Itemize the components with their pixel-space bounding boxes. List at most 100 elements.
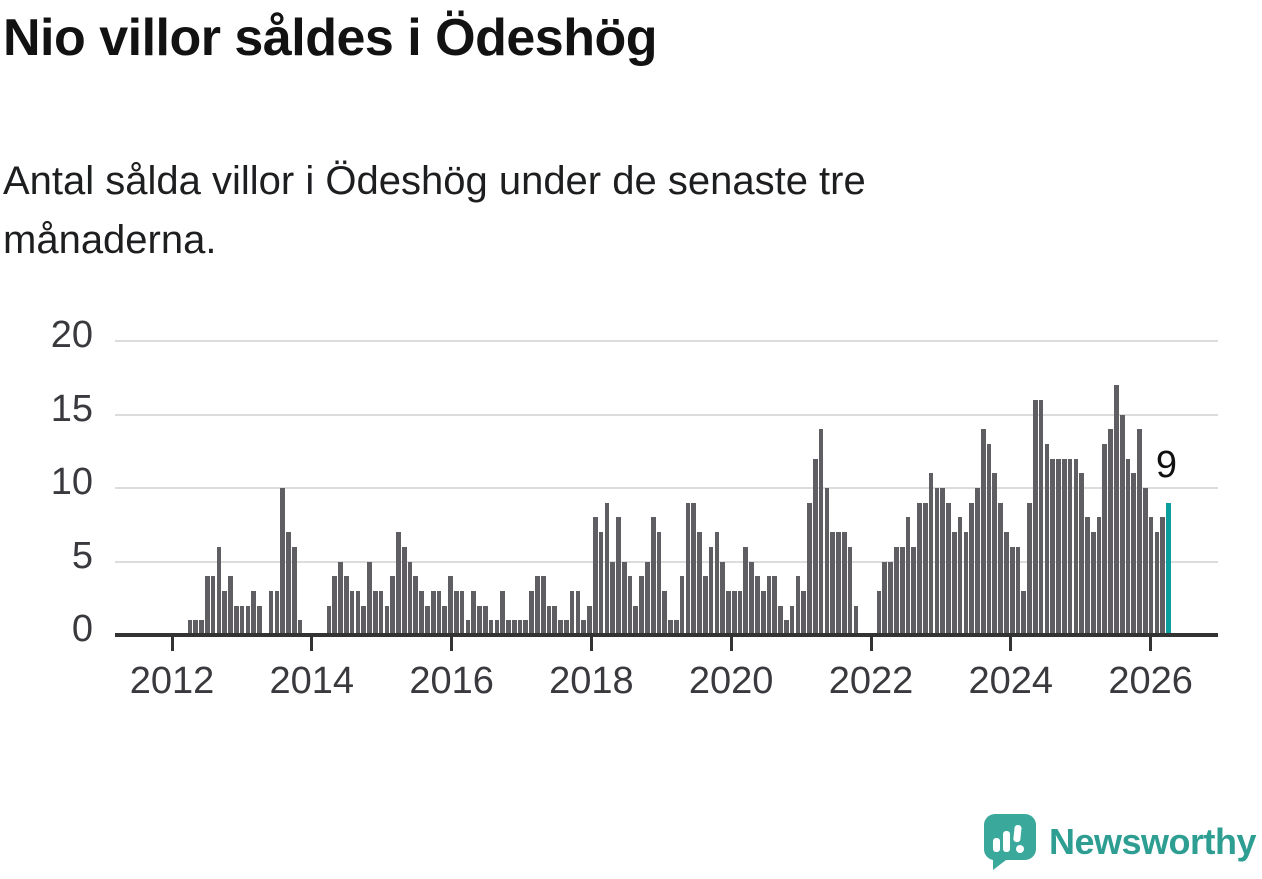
bar xyxy=(430,590,436,635)
bar xyxy=(1050,458,1056,635)
bar xyxy=(546,605,552,635)
bar xyxy=(523,620,529,635)
bar xyxy=(894,546,899,635)
bar xyxy=(720,561,726,635)
bar xyxy=(592,517,598,635)
bar xyxy=(384,605,390,635)
newsworthy-logo: Newsworthy xyxy=(983,813,1257,871)
bar xyxy=(239,605,245,635)
bar xyxy=(355,590,361,635)
bar xyxy=(407,561,413,635)
bar xyxy=(297,620,303,635)
bar xyxy=(604,502,610,635)
bar xyxy=(448,576,453,635)
bar xyxy=(471,590,477,635)
y-axis-tick-label: 10 xyxy=(50,461,93,503)
bar xyxy=(361,605,367,635)
y-axis-tick-label: 15 xyxy=(50,387,93,430)
highlight-bar xyxy=(1166,502,1171,635)
bar xyxy=(494,620,500,635)
bar xyxy=(291,546,297,635)
bar xyxy=(517,620,523,635)
bar xyxy=(529,590,534,635)
bar xyxy=(222,590,228,635)
bar xyxy=(853,605,859,635)
bar xyxy=(401,546,407,635)
x-axis-tick-label: 2012 xyxy=(129,660,215,702)
bar xyxy=(1114,385,1119,635)
bar xyxy=(1096,517,1102,635)
bar xyxy=(459,590,465,635)
bar xyxy=(500,590,505,635)
y-gridline xyxy=(115,560,1218,563)
bar xyxy=(726,590,731,635)
bar xyxy=(830,532,836,635)
bar xyxy=(778,605,783,635)
bar xyxy=(934,488,940,635)
bar xyxy=(581,620,587,635)
bar xyxy=(506,620,511,635)
bar xyxy=(876,590,882,635)
bar xyxy=(674,620,679,635)
bar xyxy=(390,576,395,635)
x-axis-tick-label: 2022 xyxy=(828,660,914,702)
bar xyxy=(453,590,459,635)
bar xyxy=(587,605,592,635)
x-axis-tick xyxy=(170,635,174,651)
bar xyxy=(1021,590,1027,635)
x-axis-tick-label: 2014 xyxy=(269,660,355,702)
y-axis-tick-label: 5 xyxy=(71,534,93,577)
bar xyxy=(564,620,569,635)
bar xyxy=(205,576,210,635)
bar xyxy=(882,561,888,635)
bar xyxy=(969,502,974,635)
bar xyxy=(1015,546,1021,635)
bar xyxy=(465,620,471,635)
bar xyxy=(338,561,343,635)
bar xyxy=(749,561,754,635)
bar xyxy=(552,605,558,635)
x-axis-tick xyxy=(450,635,454,651)
bar xyxy=(1044,443,1050,635)
bar xyxy=(1079,473,1084,635)
bar xyxy=(818,429,824,635)
bar xyxy=(801,590,807,635)
bar xyxy=(477,605,482,635)
bar xyxy=(980,429,986,635)
bar xyxy=(731,590,737,635)
bar xyxy=(668,620,673,635)
bar xyxy=(1102,443,1108,635)
bar xyxy=(951,532,957,635)
bar xyxy=(413,576,419,635)
bar xyxy=(233,605,239,635)
chart-subtitle: Antal sålda villor i Ödeshög under de se… xyxy=(3,159,866,263)
x-axis-tick-label: 2026 xyxy=(1108,660,1193,702)
bar xyxy=(396,532,401,635)
last-value-label: 9 xyxy=(1155,444,1178,486)
bar xyxy=(199,620,204,635)
bar xyxy=(419,590,424,635)
bar xyxy=(367,561,372,635)
bar xyxy=(598,532,604,635)
bar xyxy=(633,605,639,635)
bar xyxy=(639,576,644,635)
bar xyxy=(1027,502,1032,635)
bar xyxy=(286,532,291,635)
bar xyxy=(656,532,662,635)
bar xyxy=(905,517,911,635)
bar xyxy=(922,502,928,635)
bar xyxy=(1073,458,1079,635)
bar xyxy=(986,443,992,635)
bar xyxy=(1148,517,1154,635)
bar xyxy=(378,590,384,635)
bar xyxy=(228,576,233,635)
y-axis-tick-label: 20 xyxy=(50,314,93,356)
bar xyxy=(558,620,563,635)
bar xyxy=(610,561,615,635)
x-axis-line xyxy=(115,633,1218,637)
bar xyxy=(888,561,893,635)
bar xyxy=(992,473,998,635)
bar xyxy=(540,576,546,635)
bar xyxy=(708,546,714,635)
x-axis-tick xyxy=(589,635,593,651)
